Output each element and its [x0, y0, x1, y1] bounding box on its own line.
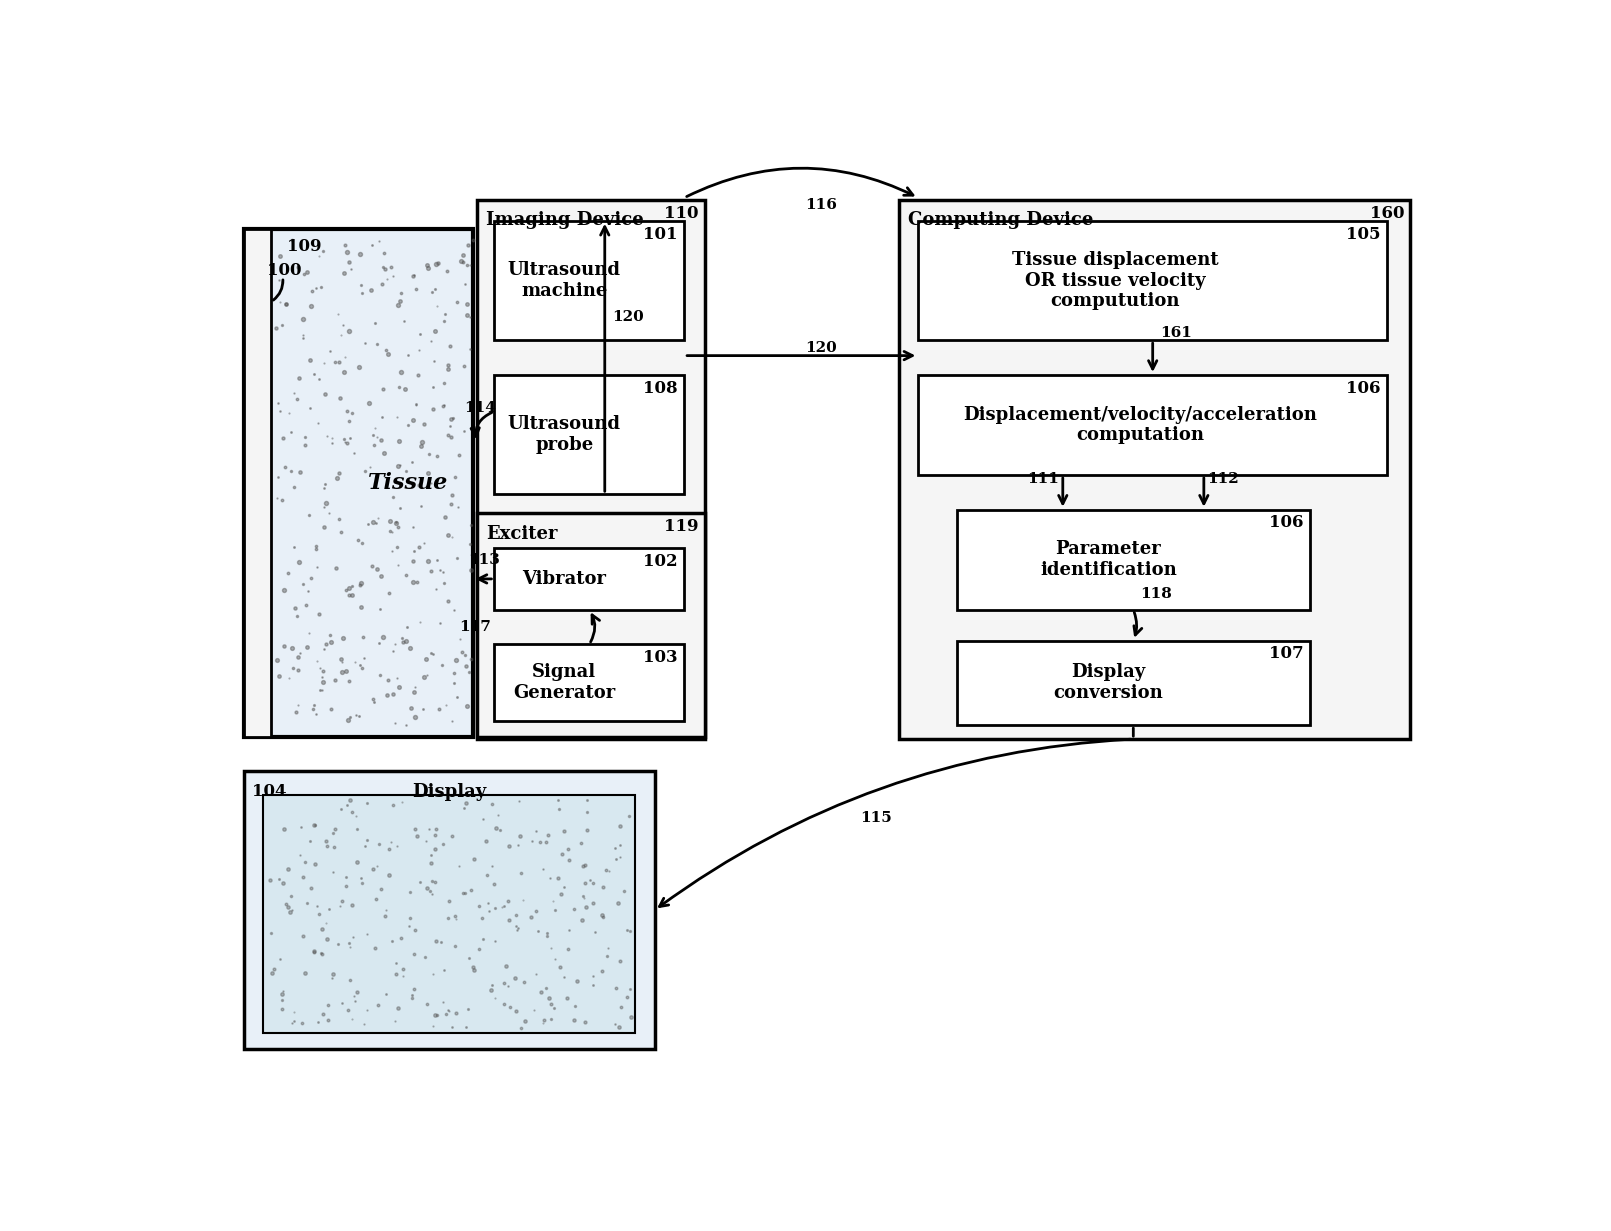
FancyBboxPatch shape [477, 201, 706, 739]
Text: Ultrasound
machine: Ultrasound machine [507, 261, 620, 300]
Text: Displacement/velocity/acceleration
computation: Displacement/velocity/acceleration compu… [963, 405, 1318, 444]
Text: 115: 115 [860, 811, 891, 825]
Text: 107: 107 [1269, 645, 1303, 662]
FancyBboxPatch shape [243, 229, 472, 737]
FancyBboxPatch shape [243, 229, 271, 737]
Text: Signal
Generator: Signal Generator [514, 664, 615, 702]
Text: Exciter: Exciter [487, 524, 557, 543]
Text: 120: 120 [612, 310, 644, 324]
Text: Tissue: Tissue [369, 471, 448, 494]
Text: 118: 118 [1141, 587, 1173, 601]
Text: 114: 114 [464, 400, 496, 415]
Text: Tissue displacement
OR tissue velocity
computution: Tissue displacement OR tissue velocity c… [1012, 251, 1218, 310]
Text: 103: 103 [643, 649, 678, 666]
Text: 104: 104 [251, 783, 287, 800]
Text: Parameter
identification: Parameter identification [1041, 540, 1176, 579]
Text: Imaging Device: Imaging Device [487, 212, 643, 229]
Text: 105: 105 [1347, 225, 1381, 243]
FancyBboxPatch shape [263, 794, 635, 1033]
Text: 112: 112 [1207, 471, 1239, 486]
Text: 101: 101 [643, 225, 678, 243]
Text: 120: 120 [806, 341, 838, 355]
FancyBboxPatch shape [918, 375, 1387, 475]
Text: 106: 106 [1347, 379, 1381, 396]
Text: 161: 161 [1160, 325, 1192, 340]
FancyBboxPatch shape [243, 772, 654, 1049]
Text: Ultrasound
probe: Ultrasound probe [507, 415, 620, 454]
FancyBboxPatch shape [495, 548, 685, 609]
FancyBboxPatch shape [918, 220, 1387, 340]
FancyBboxPatch shape [957, 510, 1310, 609]
Text: 160: 160 [1369, 204, 1405, 222]
FancyBboxPatch shape [495, 220, 685, 340]
Text: 111: 111 [1028, 471, 1060, 486]
Text: 110: 110 [664, 204, 699, 222]
Text: Vibrator: Vibrator [522, 570, 606, 588]
Text: 106: 106 [1269, 515, 1303, 532]
Text: 109: 109 [287, 238, 322, 255]
Text: Display: Display [412, 783, 487, 801]
FancyBboxPatch shape [957, 640, 1310, 725]
Text: 119: 119 [664, 518, 699, 535]
Text: 117: 117 [459, 620, 491, 634]
FancyBboxPatch shape [477, 513, 706, 737]
Text: 108: 108 [643, 379, 678, 396]
Text: Display
conversion: Display conversion [1054, 664, 1163, 702]
FancyBboxPatch shape [495, 644, 685, 721]
Text: 102: 102 [643, 553, 678, 570]
Text: 116: 116 [806, 198, 838, 213]
Text: 113: 113 [469, 553, 499, 567]
FancyBboxPatch shape [495, 375, 685, 494]
Text: Computing Device: Computing Device [909, 212, 1094, 229]
Text: 100: 100 [267, 262, 301, 279]
FancyBboxPatch shape [899, 201, 1410, 739]
